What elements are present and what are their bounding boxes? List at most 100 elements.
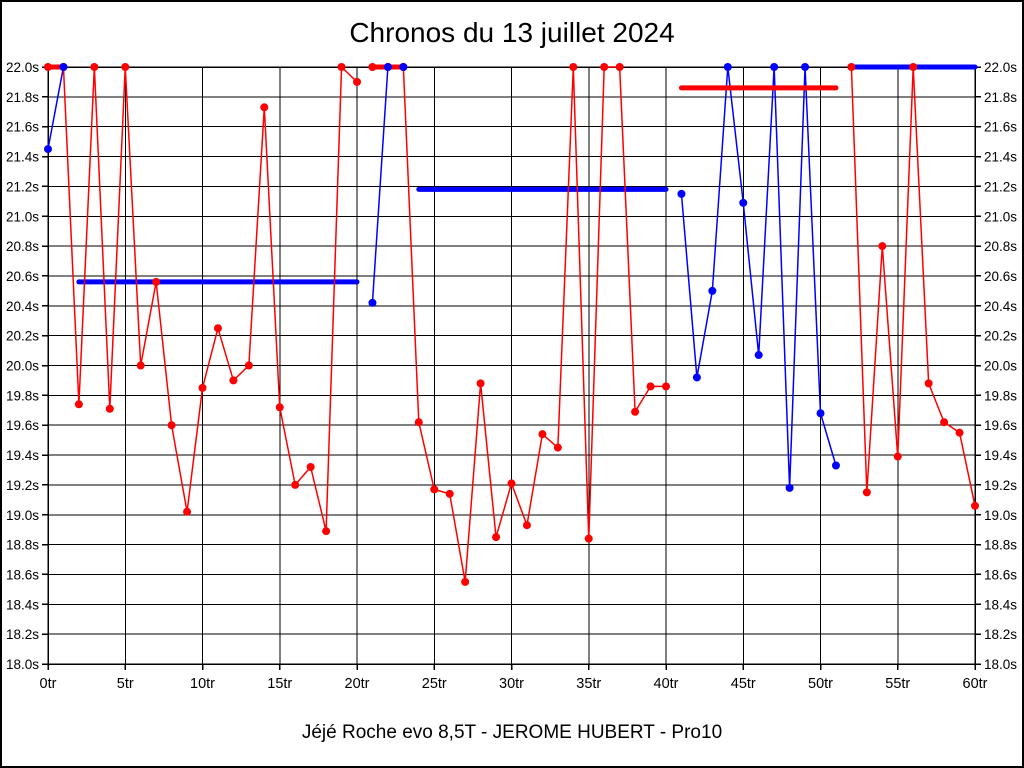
y-tick-label-right: 20.8s — [984, 239, 1017, 254]
red-stint-1-point — [353, 77, 361, 86]
y-tick-label-left: 19.6s — [6, 418, 39, 433]
y-tick-label-right: 19.0s — [984, 508, 1017, 523]
y-tick-label-right: 19.2s — [984, 478, 1017, 493]
red-stint-2-point — [553, 443, 562, 452]
red-stint-1-point — [306, 462, 315, 471]
y-tick-label-right: 18.4s — [984, 597, 1017, 612]
y-tick-label-left: 19.0s — [6, 508, 39, 523]
red-stint-1-point — [44, 63, 52, 71]
blue-stint-3-point — [754, 351, 763, 360]
blue-stint-3-point — [708, 286, 717, 295]
y-tick-label-left: 20.0s — [6, 359, 39, 374]
y-tick-label-left: 21.2s — [6, 179, 39, 194]
red-stint-1-point — [337, 63, 346, 71]
y-tick-label-left: 21.8s — [6, 90, 39, 105]
red-stint-1-point — [105, 404, 114, 413]
blue-stint-3-point — [831, 461, 840, 470]
y-tick-label-right: 21.6s — [984, 120, 1017, 135]
red-stint-2-point — [631, 407, 640, 416]
red-stint-3-point — [924, 379, 933, 388]
red-stint-2-point — [492, 533, 501, 542]
y-tick-label-left: 21.4s — [6, 150, 39, 165]
red-stint-3-point — [893, 452, 902, 461]
x-tick-label: 15tr — [267, 676, 292, 692]
red-stint-2-point — [476, 379, 485, 388]
blue-stint-1-line — [47, 66, 65, 150]
y-tick-label-left: 22.0s — [6, 60, 39, 75]
red-stint-3-point — [971, 501, 979, 510]
y-tick-label-right: 21.0s — [984, 209, 1017, 224]
red-stint-1-point — [322, 527, 331, 536]
red-stint-1-point — [244, 361, 253, 370]
blue-stint-3-point — [677, 189, 686, 198]
y-tick-label-left: 21.0s — [6, 209, 39, 224]
y-tick-label-left: 20.8s — [6, 239, 39, 254]
red-stint-1-point — [136, 361, 145, 370]
red-stint-2-point — [600, 63, 609, 71]
y-tick-label-right: 19.8s — [984, 388, 1017, 403]
y-tick-label-right: 18.2s — [984, 627, 1017, 642]
red-stint-2-point — [430, 485, 439, 494]
plot-border — [47, 66, 976, 665]
blue-stint-1-point — [44, 145, 52, 154]
blue-stint-3-point — [739, 198, 748, 207]
y-tick-label-right: 22.0s — [984, 60, 1017, 75]
y-tick-label-left: 20.6s — [6, 269, 39, 284]
blue-stint-3-point — [816, 409, 825, 418]
red-stint-1-point — [183, 507, 192, 516]
blue-stint-3-point — [801, 63, 810, 71]
blue-stint-2-point — [368, 298, 377, 307]
y-tick-label-right: 20.4s — [984, 299, 1017, 314]
chart-caption: Jéjé Roche evo 8,5T - JEROME HUBERT - Pr… — [301, 722, 723, 743]
y-tick-label-left: 18.8s — [6, 538, 39, 553]
red-stint-1-point — [90, 63, 99, 71]
x-tick-label: 30tr — [499, 676, 524, 692]
x-tick-label: 20tr — [345, 676, 370, 692]
red-stint-2-point — [507, 479, 516, 488]
red-stint-3-point — [955, 428, 964, 437]
y-tick-label-right: 21.2s — [984, 179, 1017, 194]
red-stint-1-point — [74, 400, 83, 409]
y-tick-label-left: 21.6s — [6, 120, 39, 135]
y-tick-label-right: 20.0s — [984, 359, 1017, 374]
red-stint-1-point — [229, 376, 238, 385]
y-tick-label-right: 20.6s — [984, 269, 1017, 284]
y-tick-label-left: 18.0s — [6, 657, 39, 672]
red-stint-2-point — [461, 577, 470, 586]
red-stint-1-point — [275, 403, 284, 412]
red-stint-2-point — [522, 521, 531, 530]
red-stint-2-point — [569, 63, 578, 71]
y-tick-label-right: 20.2s — [984, 329, 1017, 344]
red-stint-2-point — [615, 63, 624, 71]
y-tick-label-right: 18.8s — [984, 538, 1017, 553]
red-stint-1-point — [213, 324, 222, 333]
x-tick-label: 45tr — [731, 676, 756, 692]
red-stint-1-point — [121, 63, 130, 71]
blue-stint-3-point — [785, 483, 794, 492]
y-tick-label-left: 19.4s — [6, 448, 39, 463]
y-tick-label-left: 20.2s — [6, 329, 39, 344]
y-tick-label-left: 18.6s — [6, 567, 39, 582]
blue-stint-2-line — [371, 66, 404, 303]
y-tick-label-right: 18.6s — [984, 567, 1017, 582]
red-stint-3-point — [878, 242, 887, 251]
red-stint-1-point — [167, 421, 176, 430]
x-tick-label: 60tr — [963, 676, 988, 692]
red-stint-3-point — [847, 63, 856, 71]
blue-stint-2-point — [383, 63, 392, 71]
blue-stint-3-point — [770, 63, 779, 71]
blue-stint-2-point — [399, 63, 408, 71]
chart-title: Chronos du 13 juillet 2024 — [349, 17, 675, 48]
x-tick-label: 0tr — [40, 676, 57, 692]
x-tick-label: 25tr — [422, 676, 447, 692]
blue-stint-3-point — [692, 373, 701, 382]
red-stint-2-point — [538, 430, 547, 439]
red-stint-2-line — [372, 66, 666, 583]
red-stint-1-point — [198, 383, 207, 392]
y-tick-label-left: 20.4s — [6, 299, 39, 314]
y-tick-label-right: 19.6s — [984, 418, 1017, 433]
x-tick-label: 55tr — [885, 676, 910, 692]
x-tick-label: 40tr — [654, 676, 679, 692]
y-tick-label-right: 21.4s — [984, 150, 1017, 165]
y-tick-label-right: 19.4s — [984, 448, 1017, 463]
